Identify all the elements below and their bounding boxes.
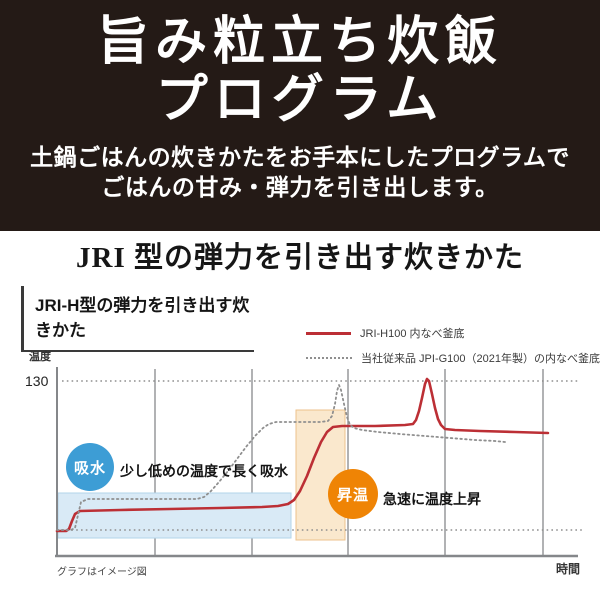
y-tick-130: 130 xyxy=(25,373,49,389)
hero-title-line2: プログラム xyxy=(155,72,445,129)
legend-dotted-line-icon xyxy=(306,357,352,359)
hero-subtitle-line2: ごはんの甘み・弾力を引き出します。 xyxy=(101,175,499,200)
chart-note: グラフはイメージ図 xyxy=(57,567,147,578)
x-axis-label: 時間 xyxy=(556,562,581,576)
hero-subtitle-line1: 土鍋ごはんの炊きかたをお手本にしたプログラムで xyxy=(30,145,570,170)
legend-item-jpi-g100: 当社従来品 JPI-G100（2021年製）の内なべ釜底 xyxy=(306,350,600,366)
hero-title-line1: 旨み粒立ち炊飯 xyxy=(96,14,503,71)
legend-label-jri-h100: JRI-H100 内なべ釜底 xyxy=(360,328,465,340)
hero-title: 旨み粒立ち炊飯 プログラム xyxy=(0,0,600,130)
chart-legend: JRI-H100 内なべ釜底 当社従来品 JPI-G100（2021年製）の内な… xyxy=(306,325,600,375)
heating-note: 急速に温度上昇 xyxy=(383,491,481,507)
legend-label-jpi-g100: 当社従来品 JPI-G100（2021年製）の内なべ釜底 xyxy=(361,353,600,365)
chart-caption: JRI-H型の弾力を引き出す炊きかた xyxy=(21,286,254,352)
heating-badge: 昇温 xyxy=(328,469,378,519)
absorption-badge: 吸水 xyxy=(66,443,114,491)
legend-item-jri-h100: JRI-H100 内なべ釜底 xyxy=(306,325,600,341)
y-axis-label: 温度 xyxy=(29,351,51,363)
legend-solid-line-icon xyxy=(306,331,351,335)
chart-caption-text: JRI-H型の弾力を引き出す炊きかた xyxy=(35,296,250,340)
section-title: JRI 型の弾力を引き出す炊きかた xyxy=(76,242,524,274)
hero-banner: 旨み粒立ち炊飯 プログラム 土鍋ごはんの炊きかたをお手本にしたプログラムで ごは… xyxy=(0,0,600,231)
absorption-note: 少し低めの温度で長く吸水 xyxy=(120,463,288,479)
hero-subtitle: 土鍋ごはんの炊きかたをお手本にしたプログラムで ごはんの甘み・弾力を引き出します… xyxy=(0,143,600,203)
